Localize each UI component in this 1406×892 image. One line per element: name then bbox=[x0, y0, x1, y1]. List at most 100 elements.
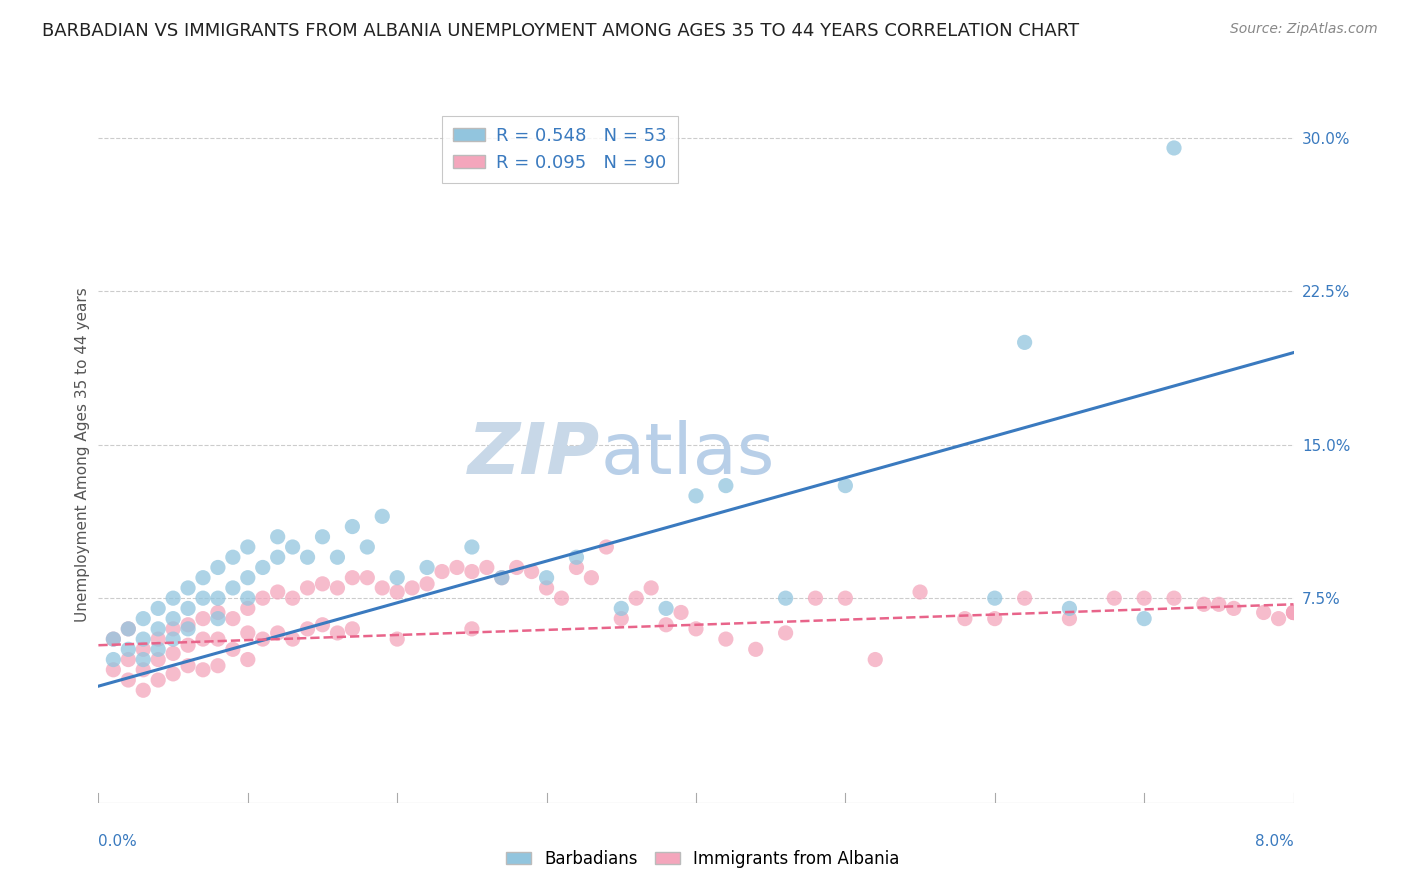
Point bbox=[461, 622, 484, 636]
Point bbox=[267, 585, 290, 599]
Point bbox=[297, 550, 319, 565]
Point bbox=[1059, 601, 1081, 615]
Point bbox=[222, 612, 245, 626]
Point bbox=[207, 560, 229, 574]
Point bbox=[775, 626, 797, 640]
Text: atlas: atlas bbox=[600, 420, 775, 490]
Point bbox=[536, 571, 558, 585]
Point bbox=[1192, 597, 1215, 611]
Point bbox=[132, 642, 155, 657]
Text: Source: ZipAtlas.com: Source: ZipAtlas.com bbox=[1230, 22, 1378, 37]
Point bbox=[385, 585, 409, 599]
Point bbox=[550, 591, 572, 606]
Point bbox=[252, 632, 274, 646]
Point bbox=[236, 571, 259, 585]
Point bbox=[953, 612, 976, 626]
Point bbox=[714, 632, 737, 646]
Point bbox=[148, 632, 170, 646]
Point bbox=[475, 560, 498, 574]
Point bbox=[103, 652, 125, 666]
Point bbox=[624, 591, 647, 606]
Point bbox=[565, 560, 588, 574]
Point bbox=[207, 606, 229, 620]
Point bbox=[117, 673, 139, 687]
Point bbox=[162, 591, 184, 606]
Point bbox=[1208, 597, 1230, 611]
Point bbox=[103, 632, 125, 646]
Point bbox=[207, 658, 229, 673]
Point bbox=[148, 642, 170, 657]
Point bbox=[655, 601, 678, 615]
Point bbox=[281, 591, 304, 606]
Point bbox=[132, 652, 155, 666]
Point bbox=[252, 560, 274, 574]
Point bbox=[191, 591, 214, 606]
Point bbox=[371, 581, 394, 595]
Point bbox=[281, 632, 304, 646]
Point bbox=[267, 626, 290, 640]
Point bbox=[536, 581, 558, 595]
Point bbox=[297, 622, 319, 636]
Point bbox=[236, 591, 259, 606]
Point bbox=[595, 540, 617, 554]
Point bbox=[117, 642, 139, 657]
Point bbox=[326, 626, 349, 640]
Point bbox=[1163, 591, 1185, 606]
Point bbox=[267, 550, 290, 565]
Point bbox=[191, 571, 214, 585]
Point bbox=[1133, 612, 1156, 626]
Point bbox=[177, 617, 200, 632]
Point bbox=[983, 612, 1005, 626]
Text: 0.0%: 0.0% bbox=[98, 834, 138, 849]
Point bbox=[1014, 335, 1036, 350]
Point bbox=[326, 581, 349, 595]
Point bbox=[1267, 612, 1289, 626]
Point bbox=[191, 632, 214, 646]
Point bbox=[207, 612, 229, 626]
Point bbox=[267, 530, 290, 544]
Y-axis label: Unemployment Among Ages 35 to 44 years: Unemployment Among Ages 35 to 44 years bbox=[75, 287, 90, 623]
Point bbox=[804, 591, 827, 606]
Point bbox=[491, 571, 513, 585]
Point bbox=[401, 581, 423, 595]
Legend: Barbadians, Immigrants from Albania: Barbadians, Immigrants from Albania bbox=[499, 844, 907, 875]
Point bbox=[311, 577, 333, 591]
Point bbox=[1282, 606, 1305, 620]
Point bbox=[222, 642, 245, 657]
Point bbox=[148, 652, 170, 666]
Point bbox=[132, 663, 155, 677]
Point bbox=[1282, 606, 1305, 620]
Point bbox=[342, 622, 364, 636]
Point bbox=[162, 622, 184, 636]
Point bbox=[356, 540, 378, 554]
Point bbox=[1102, 591, 1125, 606]
Point bbox=[565, 550, 588, 565]
Point bbox=[117, 622, 139, 636]
Point bbox=[162, 647, 184, 661]
Point bbox=[191, 663, 214, 677]
Point bbox=[148, 622, 170, 636]
Point bbox=[177, 581, 200, 595]
Point bbox=[281, 540, 304, 554]
Point bbox=[520, 565, 543, 579]
Point bbox=[506, 560, 529, 574]
Point bbox=[416, 560, 439, 574]
Point bbox=[132, 683, 155, 698]
Point bbox=[655, 617, 678, 632]
Point bbox=[132, 632, 155, 646]
Point bbox=[416, 577, 439, 591]
Point bbox=[103, 663, 125, 677]
Point bbox=[148, 601, 170, 615]
Point bbox=[177, 638, 200, 652]
Point bbox=[1163, 141, 1185, 155]
Point bbox=[297, 581, 319, 595]
Point bbox=[385, 632, 409, 646]
Point bbox=[908, 585, 931, 599]
Point bbox=[117, 622, 139, 636]
Text: BARBADIAN VS IMMIGRANTS FROM ALBANIA UNEMPLOYMENT AMONG AGES 35 TO 44 YEARS CORR: BARBADIAN VS IMMIGRANTS FROM ALBANIA UNE… bbox=[42, 22, 1080, 40]
Point bbox=[236, 652, 259, 666]
Point bbox=[1059, 612, 1081, 626]
Point bbox=[1133, 591, 1156, 606]
Point bbox=[356, 571, 378, 585]
Point bbox=[775, 591, 797, 606]
